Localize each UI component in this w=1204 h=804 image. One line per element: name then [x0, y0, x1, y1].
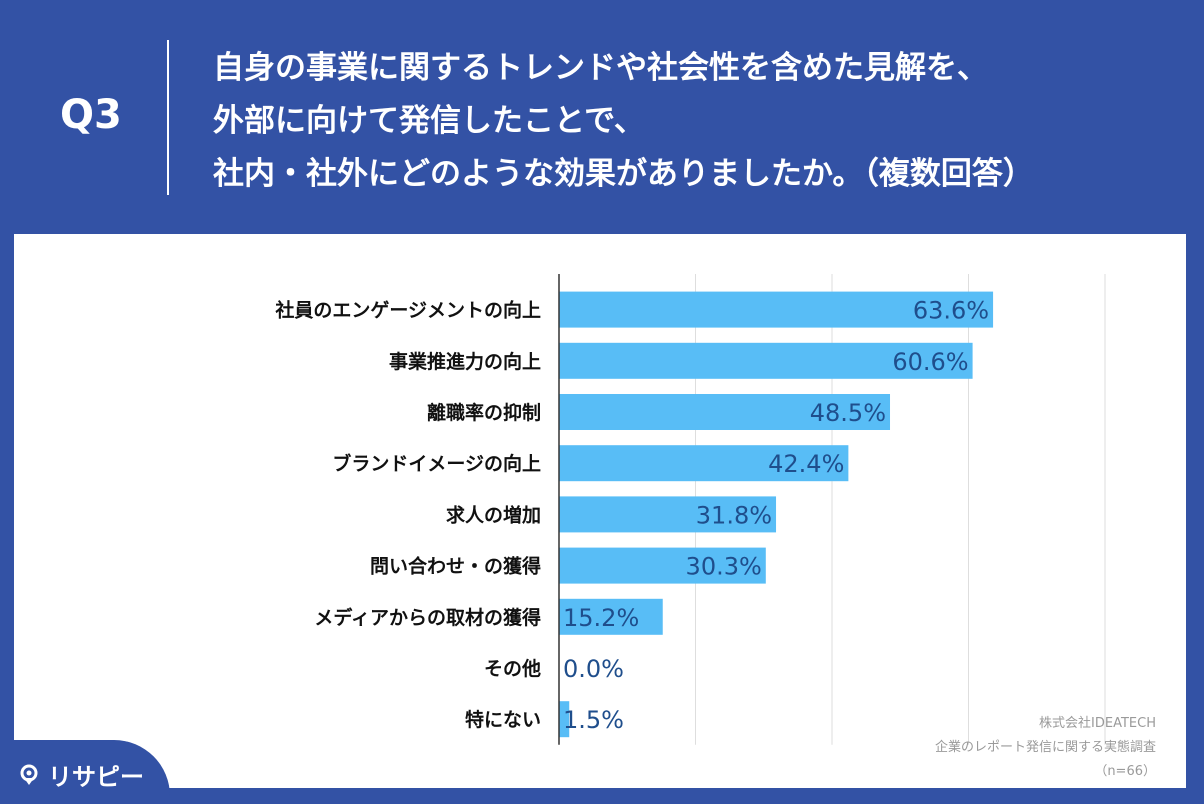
question-line-1: 自身の事業に関するトレンドや社会性を含めた見解を、 — [213, 50, 988, 86]
question-number: Q3 — [60, 92, 122, 138]
bar — [559, 445, 849, 482]
category-label: 特にない — [465, 709, 541, 731]
value-label: 42.4% — [768, 450, 844, 478]
source-survey: 企業のレポート発信に関する実態調査 — [934, 740, 1156, 755]
category-label: 社員のエンゲージメントの向上 — [274, 299, 541, 322]
bar — [559, 701, 570, 738]
bar — [559, 394, 891, 430]
value-label: 30.3% — [686, 553, 762, 581]
value-label: 15.2% — [563, 604, 639, 632]
brand-logo: リサピー — [18, 757, 144, 792]
category-label: メディアからの取材の獲得 — [314, 606, 541, 629]
value-label: 1.5% — [563, 706, 624, 734]
category-label: 事業推進力の向上 — [389, 350, 541, 373]
logo-text: リサピー — [48, 763, 144, 791]
category-label: その他 — [484, 657, 541, 680]
source-sample-size: （n=66） — [1094, 764, 1156, 779]
value-label: 31.8% — [696, 501, 772, 529]
value-label: 60.6% — [892, 348, 968, 376]
category-label: 離職率の抑制 — [427, 401, 541, 424]
bar — [559, 291, 994, 328]
question-text: 自身の事業に関するトレンドや社会性を含めた見解を、 外部に向けて発信したことで、… — [213, 42, 1173, 201]
header-divider — [167, 40, 169, 195]
bar — [559, 496, 777, 533]
bar — [559, 342, 973, 379]
question-line-3: 社内・社外にどのような効果がありましたか。（複数回答） — [213, 156, 1034, 192]
header: Q3 自身の事業に関するトレンドや社会性を含めた見解を、 外部に向けて発信したこ… — [0, 0, 1204, 232]
question-line-2: 外部に向けて発信したことで、 — [213, 103, 645, 139]
value-label: 0.0% — [563, 655, 624, 683]
category-label: 問い合わせ・の獲得 — [370, 555, 541, 578]
bar-chart: 社員のエンゲージメントの向上 63.6% 事業推進力の向上 60.6% 離職率の抑制 48… — [274, 274, 1106, 745]
location-pin-icon — [20, 764, 38, 785]
value-label: 48.5% — [810, 399, 886, 427]
chart-panel: 社員のエンゲージメントの向上 63.6% 事業推進力の向上 60.6% 離職率の抑制 48… — [14, 234, 1186, 788]
category-label: 求人の増加 — [446, 503, 541, 526]
source-company: 株式会社IDEATECH — [1039, 716, 1156, 731]
source-note: 株式会社IDEATECH 企業のレポート発信に関する実態調査 （n=66） — [796, 712, 1156, 784]
bar — [559, 547, 766, 584]
category-label: ブランドイメージの向上 — [332, 452, 541, 475]
value-label: 63.6% — [913, 297, 989, 325]
bar — [559, 598, 663, 635]
